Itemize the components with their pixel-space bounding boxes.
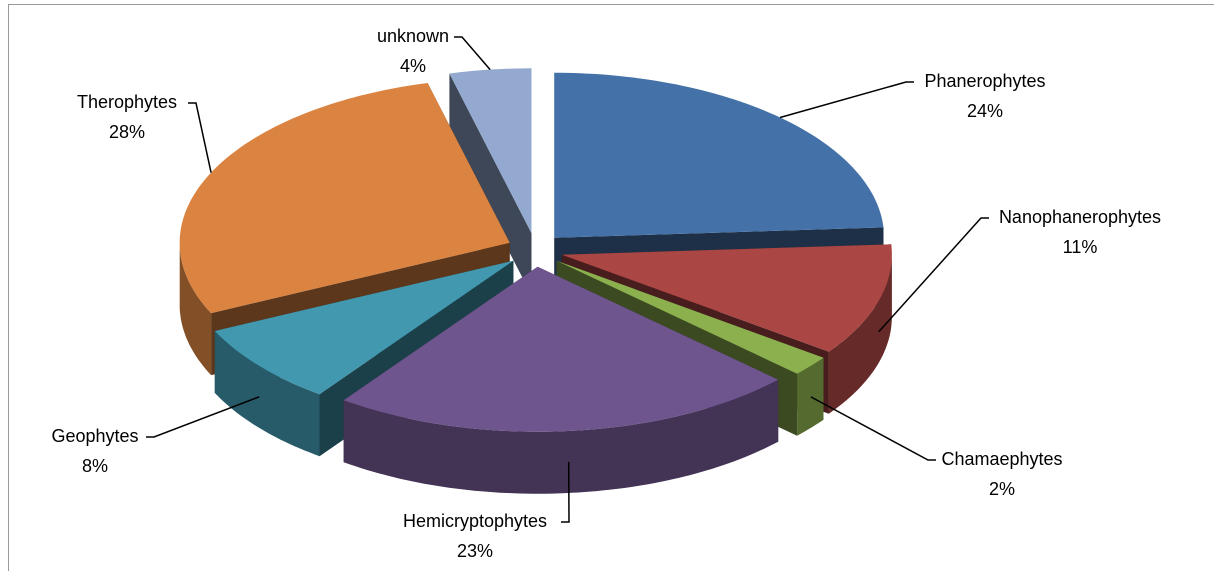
leader-line <box>146 396 260 438</box>
slice <box>343 266 779 432</box>
slice-value-label: 2% <box>989 479 1015 499</box>
slice <box>554 72 884 238</box>
leader-line <box>810 396 936 461</box>
slice <box>449 68 532 234</box>
slice-value-label: 4% <box>400 56 426 76</box>
slice-label: Phanerophytes <box>924 71 1045 91</box>
slice-value-label: 24% <box>967 101 1003 121</box>
slice-value-label: 28% <box>109 122 145 142</box>
slice-wall <box>797 357 824 436</box>
leader-line <box>878 217 989 333</box>
slice <box>179 83 510 314</box>
leader-line <box>454 36 491 71</box>
slice <box>556 260 824 374</box>
slice-label: Nanophanerophytes <box>999 207 1161 227</box>
chart-frame <box>8 4 1214 571</box>
leader-line <box>779 81 914 119</box>
slice-value-label: 23% <box>457 541 493 561</box>
slice <box>561 244 892 352</box>
leader-line <box>561 461 570 523</box>
slice-value-label: 8% <box>82 456 108 476</box>
slice-label: Hemicryptophytes <box>403 511 547 531</box>
slice-wall <box>179 242 212 376</box>
slice-side <box>449 73 532 296</box>
slice-wall <box>343 379 779 494</box>
slice-wall <box>214 331 320 457</box>
slice-wall <box>828 254 892 414</box>
slice-label: Therophytes <box>77 92 177 112</box>
slice-label: Geophytes <box>51 426 138 446</box>
slice-label: unknown <box>377 26 449 46</box>
slice-label: Chamaephytes <box>941 449 1062 469</box>
slice-value-label: 11% <box>1063 237 1098 257</box>
slice <box>214 260 514 395</box>
leader-line <box>188 102 212 173</box>
